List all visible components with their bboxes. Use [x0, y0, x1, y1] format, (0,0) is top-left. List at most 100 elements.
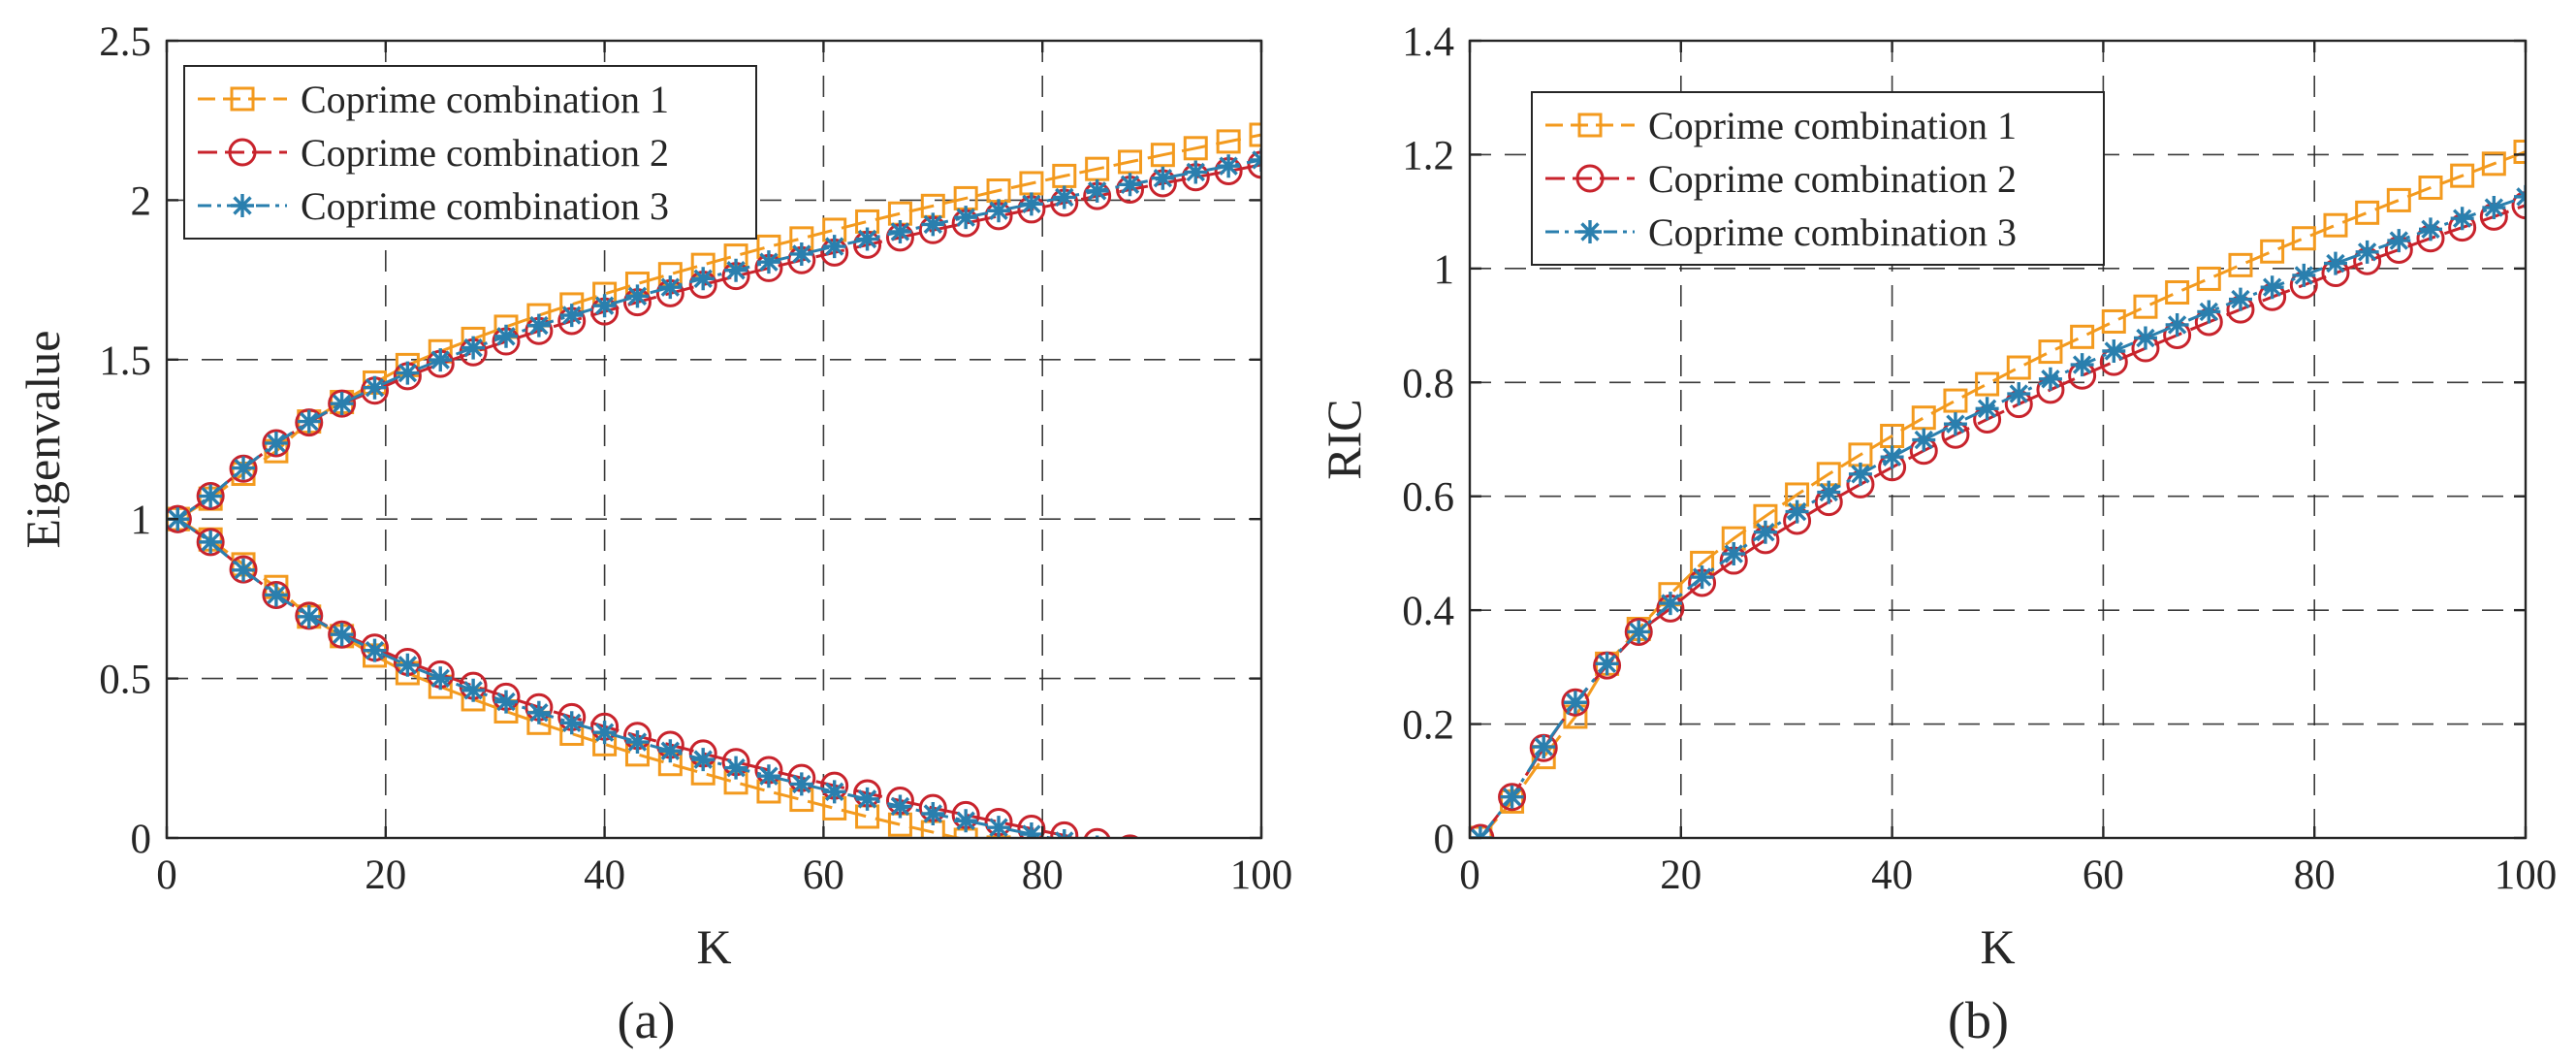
x-tick-label: 100 — [1230, 853, 1293, 898]
marker-star — [1055, 828, 1074, 838]
series-3 — [1470, 184, 2526, 838]
marker-star — [1151, 166, 1175, 190]
marker-star — [987, 816, 1011, 838]
marker-circle — [2511, 191, 2526, 220]
marker-star — [1151, 849, 1174, 872]
marker-star — [2482, 196, 2506, 220]
y-tick-label: 1 — [131, 498, 152, 543]
marker-star — [789, 241, 813, 266]
marker-star — [2228, 287, 2252, 311]
marker-star — [789, 772, 813, 796]
legend-item: Coprime combination 1 — [1545, 104, 2017, 147]
legend-item: Coprime combination 2 — [1545, 157, 2017, 201]
marker-star — [1019, 822, 1043, 838]
x-tick-label: 40 — [1871, 853, 1913, 898]
marker-square — [1183, 136, 1208, 161]
marker-star — [756, 250, 780, 274]
marker-star — [232, 456, 256, 480]
marker-star — [1817, 480, 1841, 504]
marker-star — [1184, 854, 1207, 878]
marker-star — [2070, 353, 2094, 377]
marker-star — [1019, 192, 1043, 216]
marker-circle — [1575, 164, 1605, 193]
marker-star — [1085, 178, 1109, 203]
marker-square — [1152, 873, 1173, 894]
y-tick-label: 1.5 — [99, 338, 151, 384]
marker-star — [1119, 842, 1142, 865]
marker-square — [2101, 308, 2126, 334]
marker-star — [2165, 312, 2189, 337]
legend-item: Coprime combination 3 — [1545, 210, 2017, 254]
marker-square — [1216, 129, 1241, 154]
marker-circle — [328, 620, 357, 649]
marker-star — [461, 678, 486, 702]
legend-item: Coprime combination 3 — [198, 184, 669, 228]
plot-frame — [165, 39, 1263, 840]
marker-star — [2133, 326, 2157, 350]
legend-label: Coprime combination 3 — [301, 184, 669, 228]
x-tick-label: 100 — [2495, 853, 2558, 898]
marker-square — [1943, 388, 1968, 413]
marker-circle — [328, 389, 357, 418]
marker-square — [2355, 200, 2380, 225]
legend-label: Coprime combination 2 — [301, 131, 669, 175]
marker-square — [1120, 865, 1141, 886]
series-line — [176, 133, 1261, 521]
marker-star — [2450, 207, 2474, 231]
marker-star — [1118, 173, 1142, 197]
marker-star — [592, 721, 617, 745]
x-tick-label: 80 — [2294, 853, 2336, 898]
panel-label: (a) — [618, 991, 676, 1049]
marker-circle — [262, 429, 291, 458]
marker-star — [1848, 462, 1872, 486]
y-tick-label: 0.6 — [1402, 475, 1454, 521]
marker-star — [526, 700, 551, 724]
marker-star — [724, 756, 748, 780]
marker-circle — [1470, 823, 1495, 838]
y-tick-label: 2 — [131, 178, 152, 224]
marker-star — [756, 764, 780, 788]
marker-star — [396, 361, 420, 385]
y-tick-label: 0.5 — [99, 658, 151, 703]
marker-square — [2038, 339, 2063, 365]
marker-circle — [1120, 834, 1140, 838]
marker-star — [724, 258, 748, 282]
marker-star — [2038, 367, 2062, 391]
series-line — [176, 158, 1261, 521]
marker-star — [1690, 565, 1714, 590]
marker-circle — [196, 482, 225, 511]
marker-square — [1185, 880, 1206, 901]
marker-star — [1532, 735, 1556, 759]
marker-star — [1563, 691, 1587, 715]
marker-star — [1578, 220, 1602, 243]
legend-label: Coprime combination 1 — [301, 78, 669, 121]
series-line — [1479, 195, 2526, 838]
marker-square — [2133, 294, 2158, 319]
marker-star — [658, 275, 683, 300]
marker-square — [2418, 175, 2443, 200]
y-axis-label: RIC — [1317, 399, 1371, 479]
marker-star — [1595, 652, 1619, 676]
marker-square — [2006, 355, 2031, 380]
marker-star — [429, 666, 453, 691]
marker-circle — [1050, 821, 1079, 838]
x-tick-label: 60 — [2083, 853, 2124, 898]
marker-star — [2418, 217, 2442, 241]
marker-square — [2228, 252, 2253, 277]
marker-square — [1577, 113, 1603, 138]
series-3 — [167, 147, 1261, 531]
marker-square — [230, 86, 255, 112]
marker-star — [429, 348, 453, 372]
y-tick-label: 0 — [1434, 817, 1455, 862]
marker-star — [232, 558, 256, 582]
marker-star — [199, 530, 223, 554]
marker-star — [396, 653, 420, 677]
marker-star — [1943, 412, 1967, 436]
marker-star — [822, 235, 846, 259]
marker-square — [2291, 226, 2316, 251]
marker-star — [1627, 620, 1651, 644]
marker-star — [2387, 229, 2411, 253]
marker-square — [2386, 187, 2411, 212]
marker-star — [1753, 520, 1777, 544]
x-tick-label: 0 — [156, 853, 177, 898]
